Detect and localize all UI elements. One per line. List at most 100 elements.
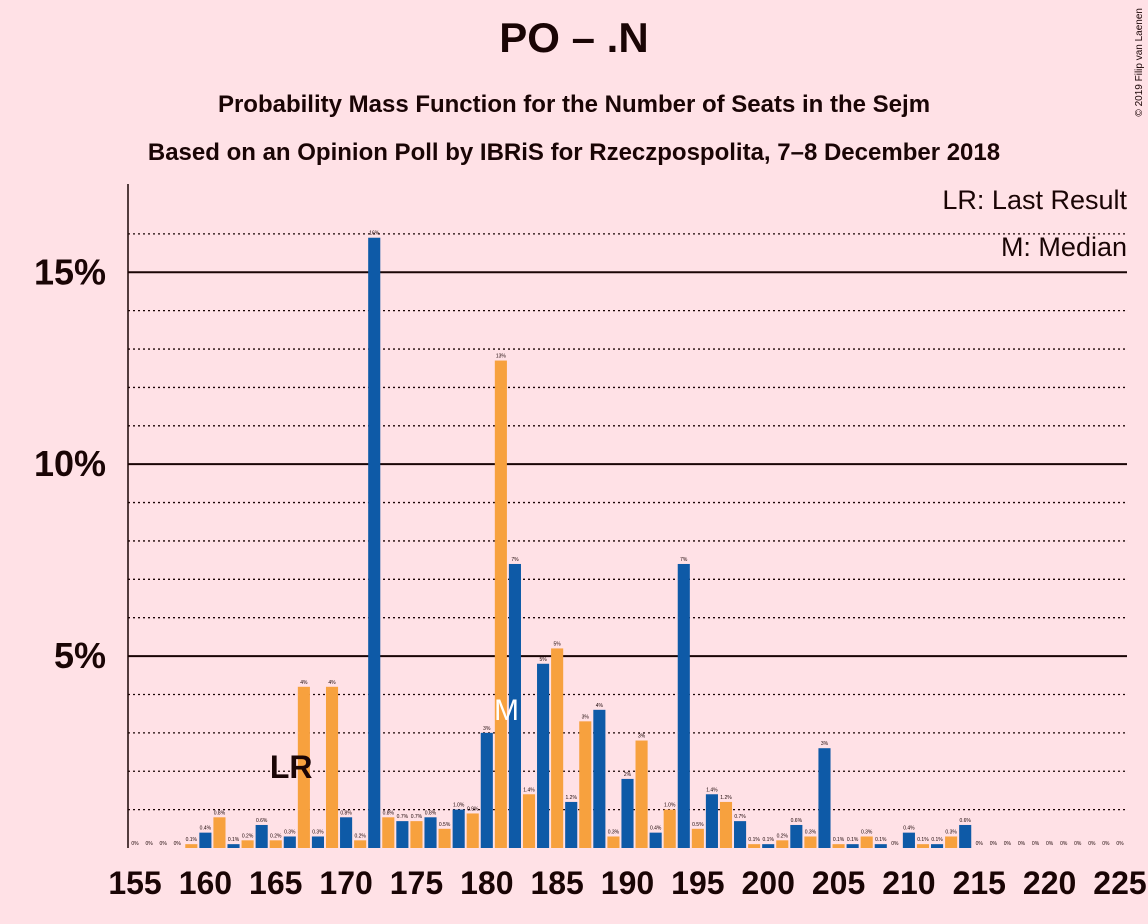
value-label: 13%	[496, 354, 507, 360]
bar	[227, 844, 240, 848]
bar	[734, 821, 747, 848]
value-label: 0%	[990, 841, 998, 847]
x-tick-label: 205	[812, 865, 865, 901]
y-tick-label: 10%	[34, 443, 106, 484]
bar	[297, 686, 310, 848]
value-label: 4%	[300, 680, 308, 686]
bar	[621, 778, 634, 848]
x-tick-label: 200	[742, 865, 795, 901]
value-label: 3%	[483, 726, 491, 732]
value-label: 0.8%	[425, 810, 437, 816]
bar	[846, 844, 859, 848]
bar	[213, 817, 226, 848]
bar	[325, 686, 339, 848]
y-tick-label: 15%	[34, 251, 106, 292]
value-label: 0.5%	[692, 822, 704, 828]
value-label: 2%	[624, 772, 632, 778]
legend-entry: M: Median	[1001, 232, 1127, 262]
x-tick-label: 185	[530, 865, 583, 901]
bar	[663, 809, 676, 848]
bar	[635, 740, 648, 848]
value-label: 0.4%	[200, 826, 212, 832]
copyright: © 2019 Filip van Laenen	[1134, 8, 1145, 117]
bar	[776, 840, 789, 848]
value-label: 1.4%	[706, 787, 718, 793]
bar	[748, 844, 761, 848]
bar	[677, 563, 690, 848]
value-label: 0.3%	[284, 829, 296, 835]
value-label: 0.1%	[748, 837, 760, 843]
annotation: LR	[270, 749, 313, 785]
value-label: 0.2%	[354, 833, 366, 839]
bar	[522, 794, 536, 848]
x-tick-label: 155	[108, 865, 161, 901]
value-label: 0%	[891, 841, 899, 847]
x-tick-label: 165	[249, 865, 302, 901]
y-tick-label: 5%	[54, 635, 106, 676]
value-label: 0.1%	[847, 837, 859, 843]
value-label: 0.6%	[256, 818, 268, 824]
x-tick-label: 195	[671, 865, 724, 901]
bar	[916, 844, 930, 848]
bar	[860, 836, 873, 848]
value-label: 0.1%	[931, 837, 943, 843]
value-label: 4%	[328, 680, 336, 686]
bar	[368, 237, 381, 848]
value-label: 0.1%	[917, 837, 929, 843]
x-tick-label: 225	[1093, 865, 1146, 901]
value-label: 0.3%	[945, 829, 957, 835]
bar	[283, 836, 296, 848]
bar	[719, 801, 733, 848]
bar	[452, 809, 465, 848]
bar	[762, 844, 775, 848]
value-label: 5%	[539, 657, 547, 663]
value-label: 0.3%	[861, 829, 873, 835]
bar	[269, 840, 282, 848]
value-label: 0%	[1116, 841, 1124, 847]
bar	[804, 836, 817, 848]
value-label: 3%	[638, 734, 646, 740]
bar	[959, 824, 972, 848]
value-label: 0%	[160, 841, 168, 847]
value-label: 0.8%	[214, 810, 226, 816]
legend-entry: LR: Last Result	[942, 185, 1127, 215]
bar	[466, 813, 479, 848]
bar	[930, 844, 944, 848]
value-label: 0.4%	[903, 826, 915, 832]
bar	[818, 748, 831, 848]
bar	[902, 832, 915, 848]
bar	[579, 721, 592, 848]
value-label: 0%	[1088, 841, 1096, 847]
value-label: 0.9%	[467, 806, 479, 812]
value-label: 0.3%	[805, 829, 817, 835]
value-label: 1.4%	[523, 787, 535, 793]
value-label: 0%	[1004, 841, 1012, 847]
bar	[255, 824, 268, 848]
bar	[705, 794, 718, 848]
bar	[537, 663, 550, 848]
bar	[199, 832, 212, 848]
x-tick-label: 210	[882, 865, 935, 901]
bar	[832, 844, 845, 848]
bar	[494, 360, 507, 848]
value-label: 0%	[131, 841, 139, 847]
bar	[241, 840, 254, 848]
bar	[945, 836, 958, 848]
bar	[874, 844, 887, 848]
bar	[185, 844, 198, 848]
value-label: 0.8%	[383, 810, 395, 816]
x-tick-label: 190	[601, 865, 654, 901]
value-label: 0.7%	[734, 814, 746, 820]
x-tick-label: 180	[460, 865, 513, 901]
bar	[565, 801, 578, 848]
annotation: M	[494, 694, 519, 727]
bar	[382, 817, 395, 848]
value-label: 0%	[174, 841, 182, 847]
value-label: 0%	[1046, 841, 1054, 847]
value-label: 7%	[511, 557, 519, 563]
value-label: 0.7%	[397, 814, 409, 820]
bar	[438, 828, 451, 848]
value-label: 4%	[596, 703, 604, 709]
value-label: 0.1%	[186, 837, 198, 843]
